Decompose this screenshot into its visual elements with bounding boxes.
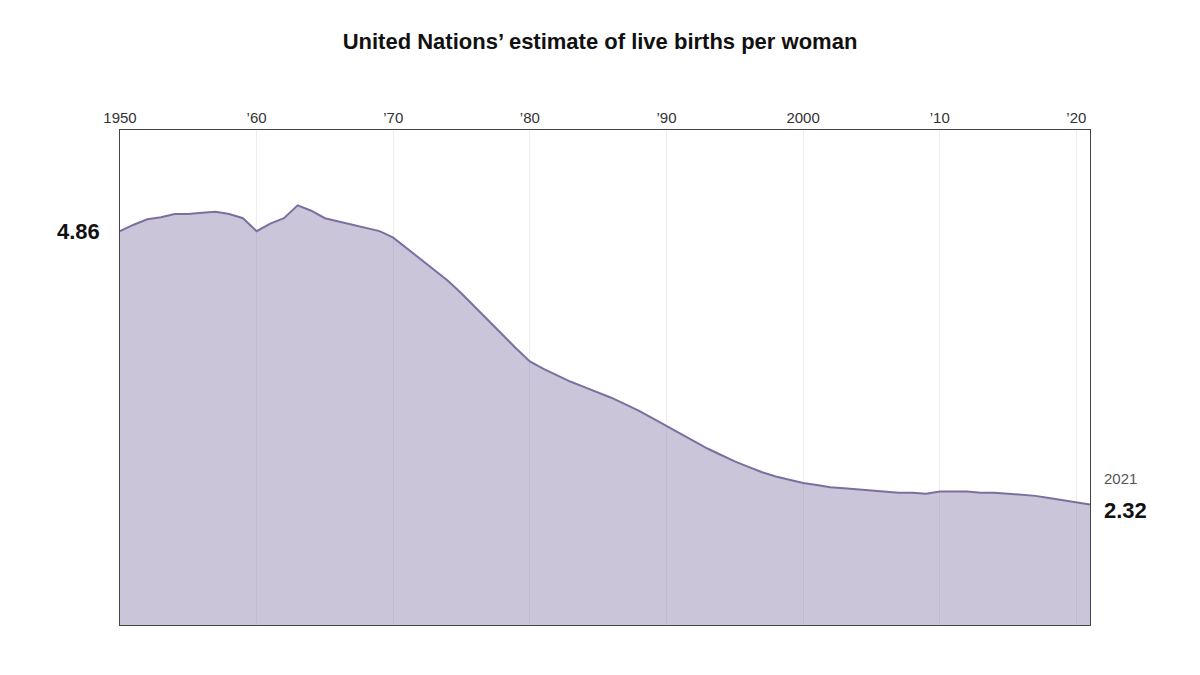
svg-text:’90: ’90 [656,109,676,126]
svg-text:’60: ’60 [247,109,267,126]
svg-text:1950: 1950 [103,109,136,126]
svg-text:4.86: 4.86 [57,219,100,244]
svg-text:’10: ’10 [930,109,950,126]
svg-text:’70: ’70 [383,109,403,126]
svg-text:’80: ’80 [520,109,540,126]
svg-text:2021: 2021 [1104,470,1137,487]
svg-text:2.32: 2.32 [1104,498,1147,523]
svg-text:’20: ’20 [1066,109,1086,126]
svg-text:2000: 2000 [786,109,819,126]
svg-text:United Nations’ estimate of li: United Nations’ estimate of live births … [343,29,858,54]
